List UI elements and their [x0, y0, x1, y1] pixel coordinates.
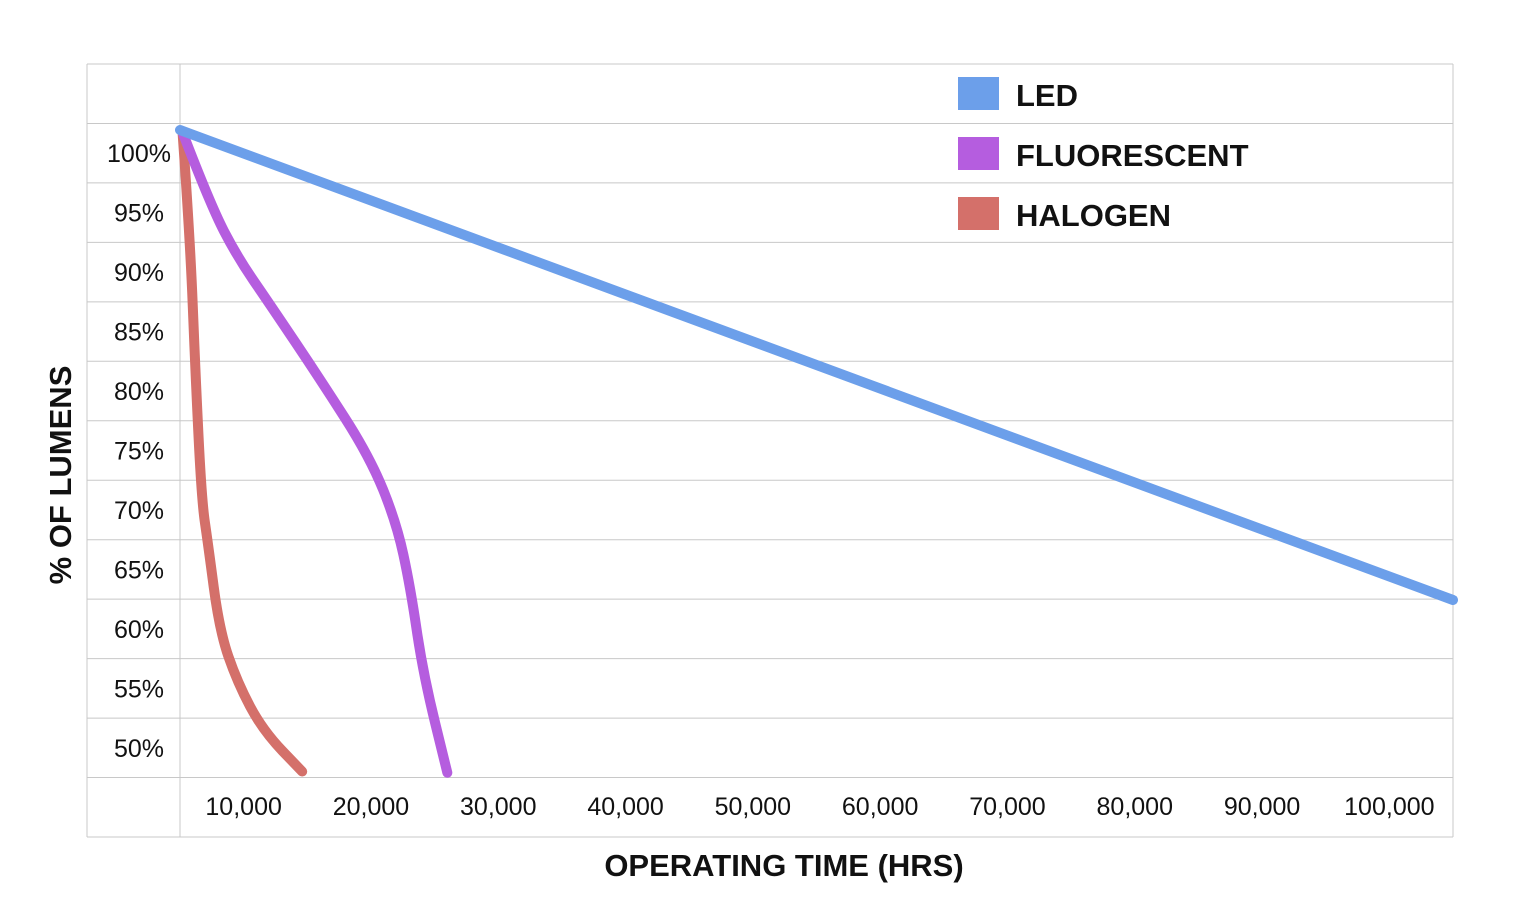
y-tick-label: 95%	[114, 200, 164, 228]
x-tick-label: 30,000	[460, 793, 536, 821]
y-axis-title: % OF LUMENS	[43, 366, 78, 585]
x-tick-label: 70,000	[969, 793, 1045, 821]
legend-swatch-led	[958, 77, 999, 110]
x-tick-label: 60,000	[842, 793, 918, 821]
legend: LED FLUORESCENT HALOGEN	[958, 77, 1249, 233]
y-tick-label: 50%	[114, 735, 164, 763]
legend-label: LED	[1016, 78, 1078, 113]
y-tick-label: 85%	[114, 319, 164, 347]
x-tick-label: 100,000	[1344, 793, 1434, 821]
x-tick-label: 10,000	[205, 793, 281, 821]
legend-label: HALOGEN	[1016, 198, 1171, 233]
y-tick-label: 80%	[114, 378, 164, 406]
y-tick-label: 70%	[114, 497, 164, 525]
legend-swatch-fluorescent	[958, 137, 999, 170]
x-tick-label: 40,000	[587, 793, 663, 821]
y-tick-label: 100%	[107, 140, 171, 168]
series-line-fluorescent	[177, 127, 453, 778]
x-tick-label: 80,000	[1097, 793, 1173, 821]
y-tick-label: 65%	[114, 556, 164, 584]
y-tick-label: 55%	[114, 675, 164, 703]
x-tick-label: 20,000	[333, 793, 409, 821]
series-line-halogen	[177, 127, 308, 777]
grid	[86, 63, 1454, 838]
series-line-led	[175, 125, 1458, 605]
x-axis-ticks: 10,000 20,000 30,000 40,000 50,000 60,000 70,0…	[205, 793, 1434, 821]
y-tick-label: 75%	[114, 438, 164, 466]
series-lines	[175, 125, 1458, 778]
y-axis-ticks: 100% 95% 90% 85% 80% 75% 70% 65% 60% 55% 50%	[107, 140, 171, 763]
y-tick-label: 90%	[114, 259, 164, 287]
x-tick-label: 50,000	[715, 793, 791, 821]
legend-label: FLUORESCENT	[1016, 138, 1249, 173]
y-tick-label: 60%	[114, 616, 164, 644]
x-axis-title: OPERATING TIME (HRS)	[604, 848, 963, 883]
x-tick-label: 90,000	[1224, 793, 1300, 821]
legend-swatch-halogen	[958, 197, 999, 230]
